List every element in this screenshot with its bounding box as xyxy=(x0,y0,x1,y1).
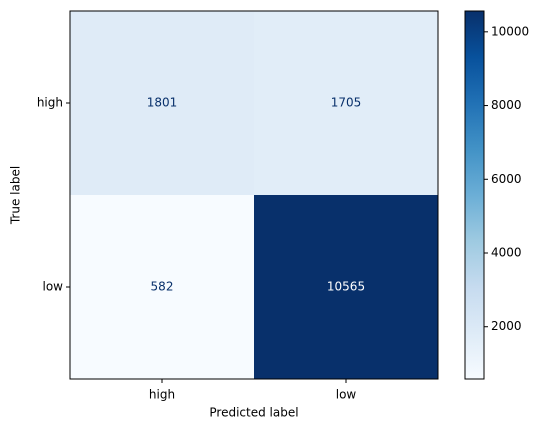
cell-label: 1801 xyxy=(147,96,178,110)
cell xyxy=(254,11,438,195)
x-tick-label: low xyxy=(336,388,357,402)
cell xyxy=(70,195,254,379)
cell xyxy=(254,195,438,379)
x-tick-label: high xyxy=(149,388,175,402)
colorbar-tick-label: 8000 xyxy=(491,98,522,112)
y-axis-label: True label xyxy=(9,166,23,225)
plot-frame xyxy=(69,10,439,380)
colorbar-tick-label: 10000 xyxy=(491,24,529,38)
y-tick-label: high xyxy=(37,96,63,110)
colorbar xyxy=(464,10,485,380)
cell-label: 582 xyxy=(151,280,174,294)
cell-label: 10565 xyxy=(327,280,365,294)
cell xyxy=(70,11,254,195)
y-tick-label: low xyxy=(43,280,64,294)
colorbar-tick-label: 2000 xyxy=(491,319,522,333)
colorbar-tick-label: 4000 xyxy=(491,246,522,260)
colorbar-tick-label: 6000 xyxy=(491,172,522,186)
x-axis-label: Predicted label xyxy=(209,406,298,420)
cell-label: 1705 xyxy=(331,96,362,110)
